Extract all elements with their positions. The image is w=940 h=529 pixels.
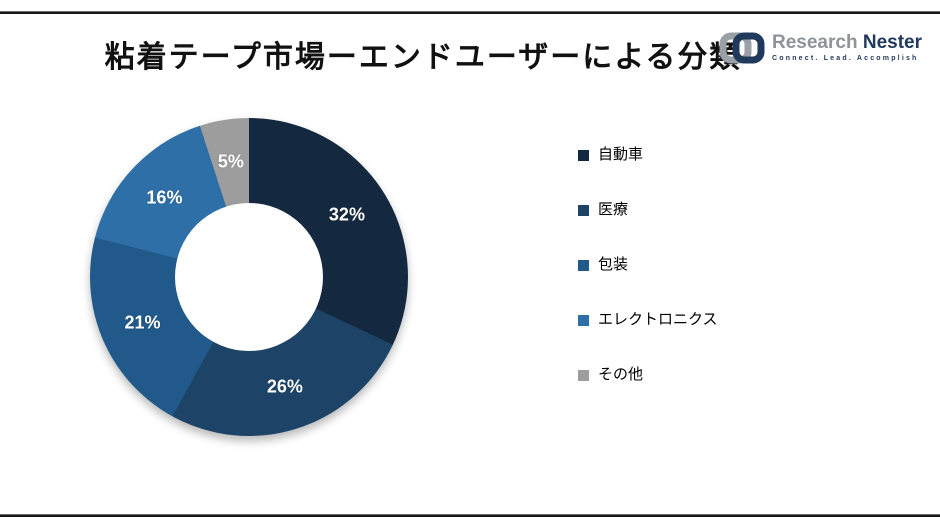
legend: 自動車 医療 包装 エレクトロニクス その他 [578,146,718,384]
logo-brand-secondary: Nester [862,32,922,53]
slice-label-others: 5% [217,151,244,172]
legend-item-others: その他 [578,366,718,384]
legend-label: 自動車 [598,146,644,163]
legend-label: 医療 [598,201,629,218]
donut-chart: 32% 26% 21% 16% 5% [90,118,408,436]
slice-label-automotive: 32% [328,204,365,225]
slice-label-packaging: 21% [124,312,161,333]
bottom-divider-line [0,514,940,517]
logo-tagline: Connect. Lead. Accomplish [772,55,919,62]
legend-label: エレクトロニクス [598,311,718,328]
legend-item-packaging: 包装 [578,256,718,274]
legend-item-electronics: エレクトロニクス [578,311,718,329]
legend-swatch-icon [578,314,589,326]
slice-label-electronics: 16% [146,187,183,208]
legend-item-medical: 医療 [578,201,718,219]
top-divider-line [0,11,940,14]
legend-label: 包装 [598,256,629,273]
research-nester-logo: Research Nester Connect. Lead. Accomplis… [719,30,922,66]
legend-swatch-icon [578,259,589,271]
chain-links-logo-icon [719,32,765,64]
legend-swatch-icon [578,204,589,216]
logo-brand-primary: Research [772,32,858,53]
slice-label-medical: 26% [266,376,303,397]
legend-swatch-icon [578,369,589,381]
legend-item-automotive: 自動車 [578,146,718,164]
legend-swatch-icon [578,149,589,161]
logo-text: Research Nester Connect. Lead. Accomplis… [772,30,922,62]
logo-brand: Research Nester [772,32,922,53]
legend-label: その他 [598,366,644,383]
page-title: 粘着テープ市場ーエンドユーザーによる分類 [104,40,742,75]
donut-hole [175,203,323,351]
